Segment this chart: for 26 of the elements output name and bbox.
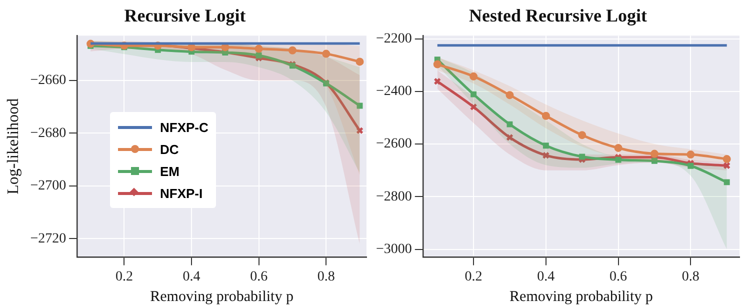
x-tick-label: 0.6 <box>250 269 268 284</box>
legend-label: EM <box>160 164 180 178</box>
legend-label: DC <box>160 142 179 156</box>
x-tick-label: 0.2 <box>115 269 133 284</box>
y-tick-label: −2660 <box>30 73 66 88</box>
y-axis-title: Log-likelihood <box>4 98 22 194</box>
y-tick-label: −2700 <box>30 178 66 194</box>
y-tick-label: −2680 <box>30 126 66 141</box>
y-tick-label: −3000 <box>376 242 412 257</box>
x-tick-label: 0.4 <box>537 269 555 284</box>
legend-label: NFXP-I <box>160 186 203 200</box>
chart-title: Nested Recursive Logit <box>469 5 647 26</box>
x-tick-label: 0.2 <box>464 269 482 284</box>
y-tick-label: −2600 <box>376 136 412 152</box>
x-tick-label: 0.8 <box>317 269 335 284</box>
y-tick-label: −2720 <box>30 231 66 246</box>
x-tick-label: 0.8 <box>682 269 700 284</box>
legend-label: NFXP-C <box>160 120 208 134</box>
y-tick-label: −2400 <box>376 84 412 100</box>
x-tick-label: 0.6 <box>610 269 628 284</box>
chart-title: Recursive Logit <box>124 5 246 26</box>
y-tick-label: −2200 <box>376 31 412 46</box>
x-tick-label: 0.4 <box>182 269 200 284</box>
x-axis-title: Removing probability p <box>150 288 294 305</box>
x-axis-title: Removing probability p <box>510 288 653 305</box>
y-tick-label: −2800 <box>376 189 412 204</box>
